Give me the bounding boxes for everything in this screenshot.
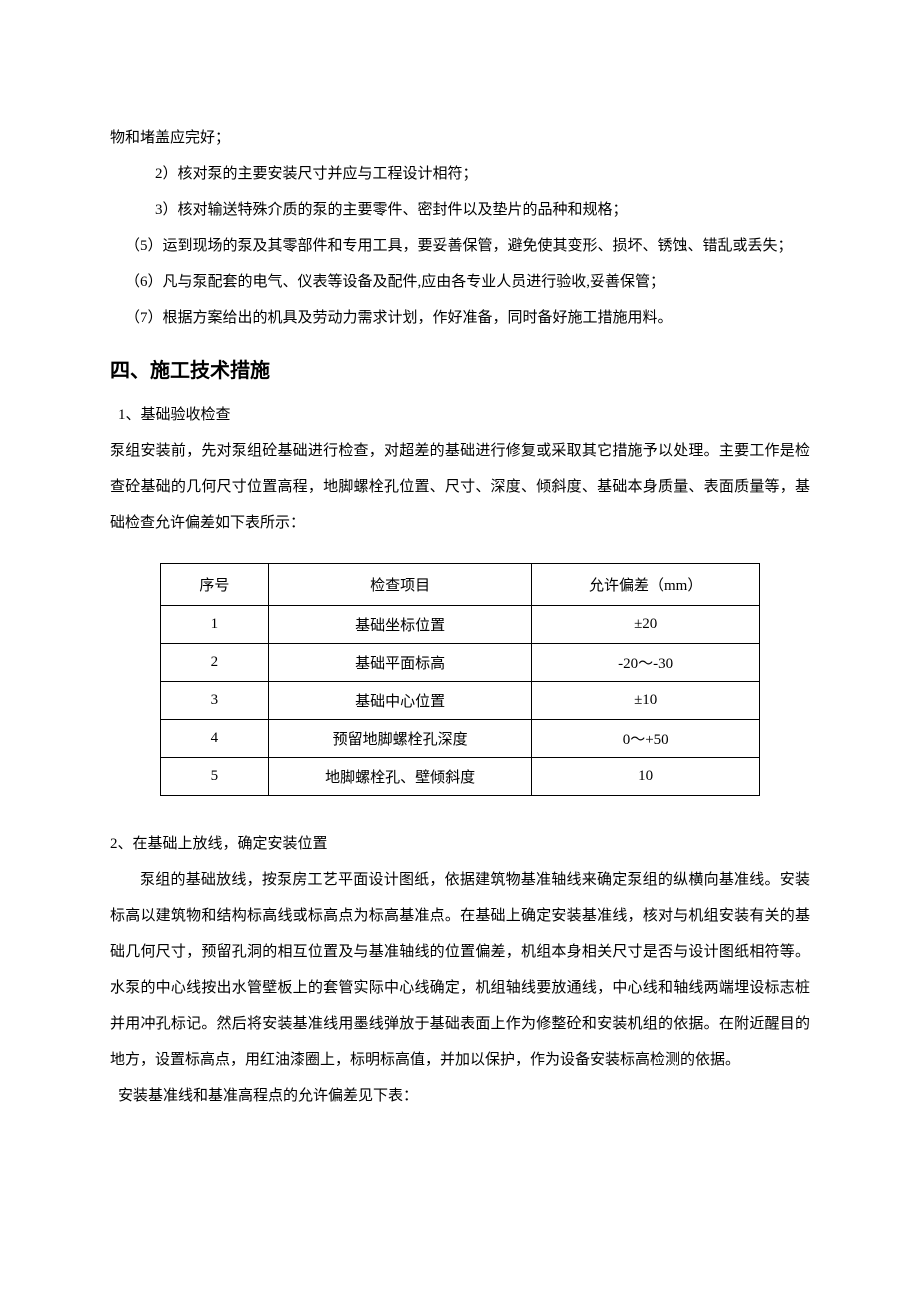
table-cell-seq: 3 — [161, 682, 269, 720]
table-row: 2 基础平面标高 -20～-30 — [161, 644, 760, 682]
paragraph-item-7: （7）根据方案给出的机具及劳动力需求计划，作好准备，同时备好施工措施用料。 — [110, 300, 810, 336]
tolerance-table-container: 序号 检查项目 允许偏差（mm） 1 基础坐标位置 ±20 2 基础平面标高 -… — [160, 563, 760, 796]
table-cell-tol: ±10 — [532, 682, 760, 720]
subsection1-body: 泵组安装前，先对泵组砼基础进行检查，对超差的基础进行修复或采取其它措施予以处理。… — [110, 433, 810, 541]
table-header-item: 检查项目 — [268, 564, 532, 606]
section-heading: 四、施工技术措施 — [110, 354, 810, 383]
subsection1-title: 1、基础验收检查 — [118, 397, 810, 433]
table-cell-seq: 2 — [161, 644, 269, 682]
table-cell-tol: 0～+50 — [532, 720, 760, 758]
table-cell-seq: 5 — [161, 758, 269, 796]
table-cell-item: 基础中心位置 — [268, 682, 532, 720]
table-cell-item: 预留地脚螺栓孔深度 — [268, 720, 532, 758]
table-header-seq: 序号 — [161, 564, 269, 606]
table-row: 3 基础中心位置 ±10 — [161, 682, 760, 720]
table-cell-seq: 1 — [161, 606, 269, 644]
table-cell-tol: -20～-30 — [532, 644, 760, 682]
table-cell-tol: 10 — [532, 758, 760, 796]
paragraph-item-5: （5）运到现场的泵及其零部件和专用工具，要妥善保管，避免使其变形、损坏、锈蚀、错… — [110, 228, 810, 264]
table-cell-item: 基础平面标高 — [268, 644, 532, 682]
table-cell-item: 基础坐标位置 — [268, 606, 532, 644]
paragraph-continuation: 物和堵盖应完好； — [110, 120, 810, 156]
tolerance-table: 序号 检查项目 允许偏差（mm） 1 基础坐标位置 ±20 2 基础平面标高 -… — [160, 563, 760, 796]
table-row: 5 地脚螺栓孔、壁倾斜度 10 — [161, 758, 760, 796]
table-row: 1 基础坐标位置 ±20 — [161, 606, 760, 644]
table-header-row: 序号 检查项目 允许偏差（mm） — [161, 564, 760, 606]
paragraph-item-2: 2）核对泵的主要安装尺寸并应与工程设计相符； — [110, 156, 810, 192]
paragraph-item-3: 3）核对输送特殊介质的泵的主要零件、密封件以及垫片的品种和规格； — [110, 192, 810, 228]
subsection2-title: 2、在基础上放线，确定安装位置 — [110, 826, 810, 862]
subsection2-note: 安装基准线和基准高程点的允许偏差见下表： — [118, 1078, 810, 1114]
table-cell-seq: 4 — [161, 720, 269, 758]
table-cell-tol: ±20 — [532, 606, 760, 644]
paragraph-item-6: （6）凡与泵配套的电气、仪表等设备及配件,应由各专业人员进行验收,妥善保管； — [110, 264, 810, 300]
subsection2-body: 泵组的基础放线，按泵房工艺平面设计图纸，依据建筑物基准轴线来确定泵组的纵横向基准… — [110, 862, 810, 1078]
table-cell-item: 地脚螺栓孔、壁倾斜度 — [268, 758, 532, 796]
table-header-tol: 允许偏差（mm） — [532, 564, 760, 606]
table-row: 4 预留地脚螺栓孔深度 0～+50 — [161, 720, 760, 758]
